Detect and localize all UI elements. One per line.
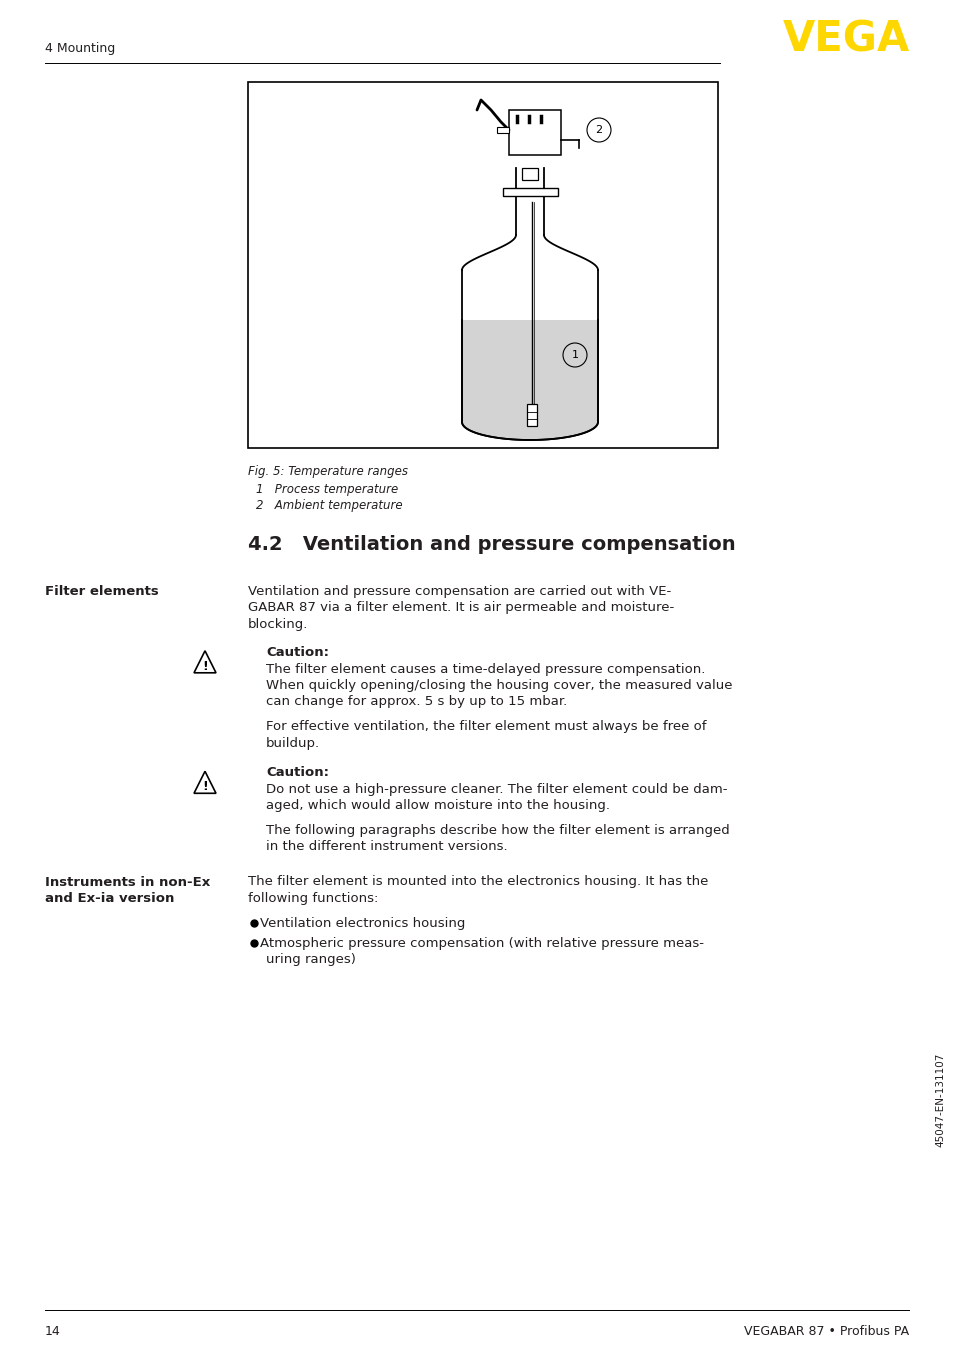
Text: The filter element is mounted into the electronics housing. It has the: The filter element is mounted into the e… (248, 876, 708, 888)
Text: uring ranges): uring ranges) (266, 953, 355, 967)
Text: 14: 14 (45, 1326, 61, 1338)
Bar (462, 320, 597, 422)
Text: 4.2   Ventilation and pressure compensation: 4.2 Ventilation and pressure compensatio… (248, 535, 735, 554)
Text: Fig. 5: Temperature ranges: Fig. 5: Temperature ranges (248, 464, 408, 478)
Text: Do not use a high-pressure cleaner. The filter element could be dam-: Do not use a high-pressure cleaner. The … (266, 783, 727, 796)
Text: Ventilation and pressure compensation are carried out with VE-: Ventilation and pressure compensation ar… (248, 585, 671, 598)
Text: 1   Process temperature: 1 Process temperature (255, 483, 397, 496)
Bar (248, 83, 718, 448)
Text: blocking.: blocking. (248, 617, 308, 631)
Text: 4 Mounting: 4 Mounting (45, 42, 115, 56)
Bar (497, 127, 509, 133)
Text: Ventilation electronics housing: Ventilation electronics housing (260, 917, 465, 929)
Text: and Ex-ia version: and Ex-ia version (45, 892, 174, 904)
Text: For effective ventilation, the filter element must always be free of: For effective ventilation, the filter el… (266, 720, 706, 733)
Text: 2: 2 (595, 125, 602, 135)
Text: in the different instrument versions.: in the different instrument versions. (266, 841, 507, 853)
Bar (526, 403, 537, 427)
Text: can change for approx. 5 s by up to 15 mbar.: can change for approx. 5 s by up to 15 m… (266, 696, 567, 708)
Bar (509, 110, 560, 154)
Bar (521, 168, 537, 180)
Text: GABAR 87 via a filter element. It is air permeable and moisture-: GABAR 87 via a filter element. It is air… (248, 601, 674, 615)
Text: VEGABAR 87 • Profibus PA: VEGABAR 87 • Profibus PA (743, 1326, 908, 1338)
Text: The filter element causes a time-delayed pressure compensation.: The filter element causes a time-delayed… (266, 662, 704, 676)
Text: aged, which would allow moisture into the housing.: aged, which would allow moisture into th… (266, 799, 609, 812)
Text: Caution:: Caution: (266, 646, 329, 659)
Text: Filter elements: Filter elements (45, 585, 158, 598)
Text: !: ! (202, 780, 208, 793)
Bar (502, 188, 558, 196)
Text: 45047-EN-131107: 45047-EN-131107 (934, 1053, 944, 1147)
Text: The following paragraphs describe how the filter element is arranged: The following paragraphs describe how th… (266, 825, 729, 837)
Text: 1: 1 (571, 349, 578, 360)
Text: Instruments in non-Ex: Instruments in non-Ex (45, 876, 210, 888)
Text: !: ! (202, 659, 208, 673)
Text: Caution:: Caution: (266, 766, 329, 780)
Text: 2   Ambient temperature: 2 Ambient temperature (255, 500, 402, 512)
Text: buildup.: buildup. (266, 737, 320, 750)
Text: Atmospheric pressure compensation (with relative pressure meas-: Atmospheric pressure compensation (with … (260, 937, 703, 951)
Text: VEGA: VEGA (781, 19, 909, 61)
Text: When quickly opening/closing the housing cover, the measured value: When quickly opening/closing the housing… (266, 678, 732, 692)
Text: following functions:: following functions: (248, 892, 378, 904)
